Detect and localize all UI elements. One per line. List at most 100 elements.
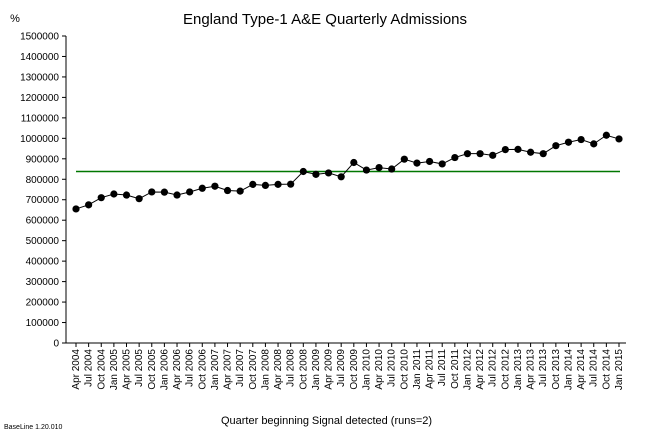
- x-tick-label: Jan 2015: [614, 349, 625, 391]
- data-point: [425, 157, 434, 166]
- data-point: [337, 173, 345, 181]
- data-point: [590, 140, 598, 148]
- y-tick-label: 100000: [26, 318, 60, 329]
- x-tick-label: Apr 2011: [425, 349, 436, 389]
- data-point: [615, 135, 623, 143]
- signal-text: Signal detected (runs=2): [312, 415, 432, 427]
- data-point: [476, 150, 484, 158]
- y-tick-label: 800000: [26, 175, 60, 186]
- x-tick-label: Jul 2008: [286, 349, 297, 387]
- data-point: [72, 205, 80, 213]
- x-tick-label: Jan 2012: [462, 349, 473, 391]
- data-point: [463, 150, 472, 158]
- y-tick-label: 200000: [26, 298, 60, 309]
- data-point: [438, 160, 446, 168]
- y-tick-label: 1000000: [20, 134, 59, 145]
- x-tick-label: Jan 2009: [311, 349, 322, 391]
- x-tick-label: Jul 2011: [437, 349, 448, 387]
- x-tick-label: Oct 2012: [500, 349, 511, 390]
- x-tick-label: Oct 2004: [96, 349, 107, 390]
- data-point: [451, 153, 459, 162]
- data-point: [148, 188, 156, 196]
- y-tick-label: 500000: [26, 236, 60, 247]
- y-tick-label: 1300000: [20, 72, 59, 83]
- data-point: [564, 138, 573, 146]
- data-point: [375, 164, 383, 172]
- data-point: [539, 150, 547, 158]
- data-point: [173, 191, 181, 199]
- x-tick-label: Jul 2010: [387, 349, 398, 387]
- x-tick-label: Jul 2012: [488, 349, 499, 387]
- x-tick-label: Jul 2004: [84, 349, 95, 387]
- data-point: [160, 188, 168, 196]
- x-tick-label: Jan 2013: [513, 349, 524, 391]
- x-tick-label: Oct 2007: [248, 349, 259, 390]
- x-tick-label: Apr 2014: [576, 349, 587, 390]
- data-point: [97, 194, 105, 202]
- y-tick-label: 900000: [26, 154, 60, 165]
- x-tick-label: Oct 2013: [551, 349, 562, 390]
- x-tick-label: Oct 2009: [349, 349, 360, 390]
- data-point: [362, 166, 371, 174]
- data-point: [85, 201, 93, 209]
- data-points: [72, 131, 623, 213]
- data-point: [274, 180, 282, 188]
- x-tick-label: Apr 2008: [273, 349, 284, 390]
- x-tick-label: Oct 2006: [197, 349, 208, 390]
- x-tick-label: Apr 2006: [172, 349, 183, 390]
- y-tick-label: 600000: [26, 216, 60, 227]
- chart-title: England Type-1 A&E Quarterly Admissions: [183, 11, 467, 28]
- x-tick-label: Apr 2010: [374, 349, 385, 390]
- x-tick-label: Apr 2009: [324, 349, 335, 390]
- data-point: [122, 191, 131, 199]
- x-tick-label: Jan 2005: [109, 349, 120, 391]
- x-tick-label: Jan 2011: [412, 349, 423, 390]
- y-tick-label: 1100000: [21, 113, 60, 124]
- data-point: [501, 145, 509, 154]
- data-point: [577, 135, 585, 144]
- x-tick-label: Jan 2007: [210, 349, 221, 391]
- data-point: [350, 158, 358, 167]
- data-point: [186, 188, 194, 196]
- y-tick-label: 400000: [26, 257, 60, 268]
- data-point: [413, 159, 421, 167]
- x-tick-label: Apr 2007: [223, 349, 234, 390]
- footer-version: BaseLine 1.20.010: [4, 424, 62, 431]
- data-point: [400, 155, 408, 163]
- x-tick-label: Apr 2005: [122, 349, 133, 390]
- x-tick-label: Apr 2004: [71, 349, 82, 390]
- x-tick-label: Jul 2009: [336, 349, 347, 387]
- data-point: [110, 190, 118, 198]
- x-tick-label: Jul 2005: [134, 349, 145, 387]
- data-point: [489, 151, 497, 159]
- x-axis: Apr 2004 Jul 2004 Oct 2004 Jan 2005 Apr 2005…: [66, 342, 626, 391]
- x-tick-label: Oct 2008: [298, 349, 309, 390]
- data-point: [287, 180, 295, 188]
- data-point: [135, 195, 143, 203]
- y-axis-label: %: [10, 13, 20, 25]
- data-point: [527, 148, 535, 156]
- x-tick-label: Oct 2005: [147, 349, 158, 390]
- data-point: [211, 182, 219, 190]
- x-tick-label: Jul 2007: [235, 349, 246, 387]
- x-tick-label: Jan 2006: [159, 349, 170, 391]
- data-point: [198, 184, 206, 192]
- data-point: [299, 167, 307, 176]
- data-point: [249, 180, 257, 188]
- x-tick-label: Jul 2006: [185, 349, 196, 387]
- x-tick-label: Apr 2013: [526, 349, 537, 390]
- x-tick-label: Oct 2014: [601, 349, 612, 390]
- data-point: [261, 181, 270, 190]
- data-point: [602, 131, 610, 139]
- data-point: [324, 169, 333, 177]
- y-tick-label: 700000: [26, 195, 60, 206]
- y-tick-label: 1200000: [20, 93, 59, 104]
- x-tick-label: Jul 2014: [589, 349, 600, 387]
- y-tick-label: 1500000: [20, 32, 59, 43]
- data-point: [552, 142, 560, 150]
- data-point: [388, 165, 396, 173]
- x-tick-label: Oct 2010: [399, 349, 410, 390]
- data-point: [223, 186, 232, 195]
- data-point: [236, 187, 244, 195]
